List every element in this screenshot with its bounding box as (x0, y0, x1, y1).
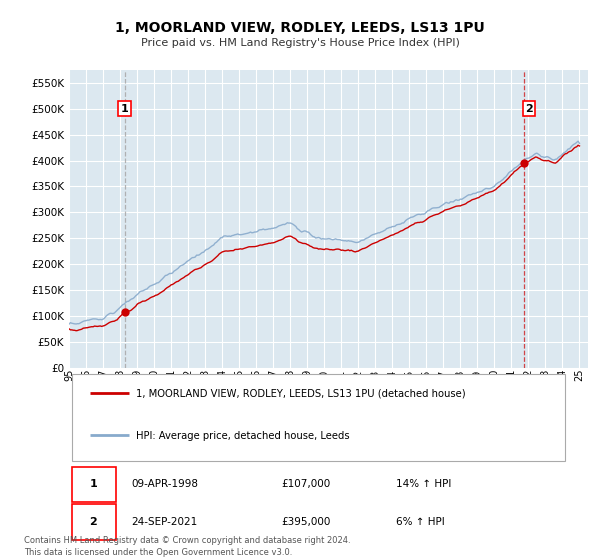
FancyBboxPatch shape (71, 374, 565, 461)
Text: 1, MOORLAND VIEW, RODLEY, LEEDS, LS13 1PU (detached house): 1, MOORLAND VIEW, RODLEY, LEEDS, LS13 1P… (136, 389, 466, 399)
Text: 1: 1 (89, 479, 97, 489)
FancyBboxPatch shape (71, 466, 116, 502)
Text: 2: 2 (525, 104, 533, 114)
Text: £395,000: £395,000 (282, 517, 331, 527)
FancyBboxPatch shape (71, 504, 116, 540)
Text: 14% ↑ HPI: 14% ↑ HPI (396, 479, 451, 489)
Text: 6% ↑ HPI: 6% ↑ HPI (396, 517, 445, 527)
Text: £107,000: £107,000 (282, 479, 331, 489)
Text: Contains HM Land Registry data © Crown copyright and database right 2024.
This d: Contains HM Land Registry data © Crown c… (24, 536, 350, 557)
Text: 1: 1 (121, 104, 128, 114)
Text: 2: 2 (89, 517, 97, 527)
Text: 09-APR-1998: 09-APR-1998 (131, 479, 198, 489)
Text: 1, MOORLAND VIEW, RODLEY, LEEDS, LS13 1PU: 1, MOORLAND VIEW, RODLEY, LEEDS, LS13 1P… (115, 21, 485, 35)
Text: 24-SEP-2021: 24-SEP-2021 (131, 517, 197, 527)
Text: HPI: Average price, detached house, Leeds: HPI: Average price, detached house, Leed… (136, 431, 350, 441)
Text: Price paid vs. HM Land Registry's House Price Index (HPI): Price paid vs. HM Land Registry's House … (140, 38, 460, 48)
